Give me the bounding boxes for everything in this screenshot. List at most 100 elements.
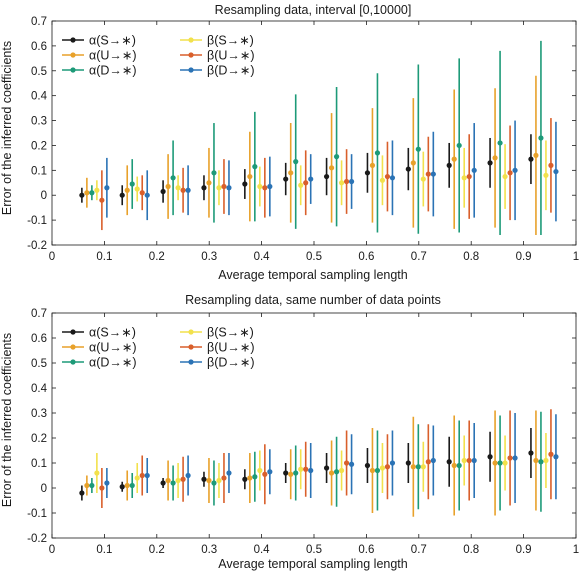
data-point xyxy=(502,173,508,180)
y-tick-label: 0.2 xyxy=(31,140,47,152)
x-tick-label: 0.7 xyxy=(411,544,427,556)
legend-swatch-marker xyxy=(188,344,194,350)
x-axis-label: Average temporal sampling length xyxy=(218,557,408,571)
legend-entry-label: β(S→∗) xyxy=(207,34,254,48)
legend-entry-label: α(S→∗) xyxy=(89,326,136,340)
data-point xyxy=(492,460,498,466)
y-tick-label: 0.5 xyxy=(31,358,47,370)
data-point xyxy=(405,166,411,172)
data-point xyxy=(487,454,493,460)
data-point xyxy=(410,160,416,166)
data-point xyxy=(104,185,110,191)
data-point xyxy=(425,459,431,465)
data-point xyxy=(333,154,340,160)
data-point xyxy=(170,480,176,486)
data-point xyxy=(242,476,248,482)
x-tick-label: 0.9 xyxy=(516,544,532,556)
data-point xyxy=(283,470,289,476)
x-tick-label: 0.9 xyxy=(516,251,532,263)
x-tick-label: 0 xyxy=(49,251,55,263)
data-point xyxy=(502,460,508,466)
data-point xyxy=(538,135,544,141)
data-point xyxy=(293,159,299,165)
data-point xyxy=(379,465,386,471)
data-point xyxy=(466,457,472,464)
legend-swatch-marker xyxy=(70,67,76,73)
y-tick-label: -0.1 xyxy=(27,215,47,227)
legend-entry-label: α(D→∗) xyxy=(89,356,137,370)
legend-entry-label: β(S→∗) xyxy=(207,326,254,340)
y-tick-label: -0.1 xyxy=(27,508,47,520)
data-point xyxy=(124,482,130,489)
data-point xyxy=(415,146,421,152)
data-point xyxy=(144,472,150,479)
data-point xyxy=(456,142,462,149)
y-tick-label: 0.6 xyxy=(31,333,47,345)
data-point xyxy=(410,464,416,470)
data-point xyxy=(415,464,421,470)
y-axis-label: Error of the inferred coefficients xyxy=(0,41,14,215)
data-point xyxy=(160,188,166,195)
data-point xyxy=(323,173,330,180)
y-axis-label: Error of the inferred coefficients xyxy=(0,333,14,507)
data-point xyxy=(119,484,125,490)
data-point xyxy=(533,457,539,464)
data-point xyxy=(389,175,396,181)
data-point xyxy=(374,150,381,156)
x-tick-label: 0.6 xyxy=(358,251,374,263)
data-point xyxy=(185,472,191,479)
data-point xyxy=(507,170,513,176)
data-point xyxy=(348,461,355,467)
data-point xyxy=(89,190,95,196)
data-point xyxy=(343,178,350,185)
data-point xyxy=(446,162,452,168)
data-point xyxy=(293,470,299,476)
bottom-chart-panel: Resampling data, same number of data poi… xyxy=(0,293,579,571)
data-point xyxy=(348,178,355,185)
data-point xyxy=(226,185,232,191)
data-point xyxy=(543,172,549,178)
data-point xyxy=(216,185,222,191)
data-point xyxy=(221,183,227,190)
data-point xyxy=(165,183,171,190)
data-point xyxy=(94,187,100,193)
legend-entry-label: α(S→∗) xyxy=(89,34,136,48)
data-point xyxy=(430,457,436,464)
y-tick-label: 0.1 xyxy=(31,458,47,470)
data-point xyxy=(538,459,544,465)
x-tick-label: 0.1 xyxy=(96,251,112,263)
data-point xyxy=(405,460,411,466)
data-point xyxy=(283,176,289,182)
data-point xyxy=(461,457,467,464)
data-point xyxy=(257,467,263,474)
data-point xyxy=(226,470,232,476)
data-point xyxy=(84,482,90,489)
legend-entry-label: β(D→∗) xyxy=(207,64,255,78)
data-point xyxy=(308,467,314,474)
data-point xyxy=(323,465,330,471)
data-point xyxy=(471,457,477,464)
data-point xyxy=(492,155,498,161)
y-tick-label: 0.4 xyxy=(31,91,48,103)
data-point xyxy=(548,451,554,457)
data-point xyxy=(364,462,371,469)
legend-swatch-marker xyxy=(188,329,194,335)
data-point xyxy=(99,197,105,203)
data-point xyxy=(451,156,457,162)
legend-swatch-marker xyxy=(188,67,194,73)
data-point xyxy=(288,471,294,477)
y-tick-label: 0.3 xyxy=(31,408,47,420)
y-tick-label: 0.1 xyxy=(31,165,47,177)
legend-entry-label: α(D→∗) xyxy=(89,64,137,78)
data-point xyxy=(221,475,227,481)
legend-swatch-marker xyxy=(70,329,76,335)
x-tick-label: 0.3 xyxy=(201,251,217,263)
data-point xyxy=(487,160,493,166)
y-tick-label: 0 xyxy=(41,483,47,495)
data-point xyxy=(528,156,534,162)
y-tick-label: 0.2 xyxy=(31,433,47,445)
data-point xyxy=(420,176,426,182)
data-point xyxy=(79,192,85,198)
legend-swatch-marker xyxy=(188,359,194,365)
data-point xyxy=(185,187,191,193)
